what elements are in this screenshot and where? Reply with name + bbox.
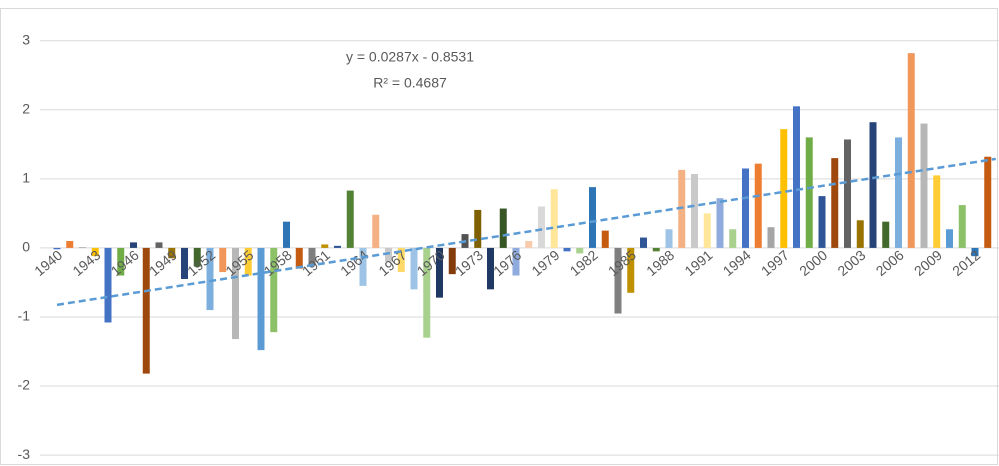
bar	[601, 230, 609, 248]
bar	[805, 137, 813, 248]
bar	[499, 208, 507, 248]
bar	[933, 175, 941, 248]
bar	[385, 247, 392, 262]
bar	[104, 247, 112, 323]
bar	[895, 137, 902, 248]
bar	[270, 247, 278, 333]
bar	[538, 206, 545, 248]
bar	[550, 189, 558, 248]
bar	[346, 190, 354, 248]
bar	[487, 247, 494, 290]
bar	[907, 53, 915, 248]
bar	[640, 237, 647, 248]
bar	[652, 247, 660, 252]
bar	[703, 213, 711, 248]
bar	[244, 247, 252, 276]
bar	[869, 122, 877, 248]
trend-line	[56, 157, 996, 307]
bar	[525, 241, 533, 248]
bar	[512, 247, 520, 276]
bar	[91, 247, 99, 257]
bar	[767, 227, 775, 248]
bar	[397, 247, 405, 273]
bar	[155, 242, 163, 248]
bar	[257, 247, 265, 351]
bar	[232, 247, 239, 340]
y-tick-label: -2	[18, 377, 31, 393]
y-tick-label: 3	[22, 31, 30, 47]
bar	[206, 247, 214, 311]
bar	[729, 229, 737, 248]
bar	[79, 247, 86, 248]
bar	[627, 247, 635, 293]
bar	[372, 214, 380, 248]
trend-r-squared: R² = 0.4687	[373, 75, 447, 91]
bar	[334, 245, 341, 248]
y-tick-label: 2	[22, 100, 30, 116]
y-tick-label: 0	[22, 239, 30, 255]
bar	[780, 129, 788, 248]
bar	[410, 247, 418, 290]
bar	[958, 205, 966, 248]
bar	[614, 247, 622, 314]
bar	[168, 247, 176, 259]
y-tick-label: 1	[22, 170, 30, 186]
y-tick-label: -1	[18, 308, 31, 324]
bar	[589, 187, 596, 248]
bar	[844, 139, 851, 248]
bar	[691, 174, 698, 248]
trend-equation: y = 0.0287x - 0.8531	[346, 49, 474, 65]
bar	[920, 123, 928, 248]
bar	[448, 247, 456, 275]
bar	[283, 221, 290, 248]
bar	[754, 163, 762, 248]
bar	[742, 168, 749, 248]
bar	[831, 158, 839, 248]
bar	[576, 247, 584, 254]
bar	[946, 229, 953, 248]
bar	[423, 247, 431, 338]
bar	[321, 244, 329, 248]
bar	[793, 106, 800, 248]
bar	[882, 221, 890, 248]
bar	[53, 247, 61, 250]
bar	[856, 220, 864, 248]
bar	[181, 247, 188, 279]
bar	[359, 247, 367, 286]
bar	[436, 247, 443, 298]
bar	[219, 247, 227, 273]
bar	[716, 198, 724, 248]
bar	[563, 247, 571, 252]
bar	[295, 247, 303, 269]
bar	[130, 242, 137, 248]
bar	[818, 196, 826, 248]
bar	[142, 247, 150, 374]
bar	[665, 229, 673, 248]
bar	[117, 247, 125, 276]
bar	[971, 247, 979, 257]
bar	[66, 241, 74, 248]
y-tick-label: -3	[18, 446, 31, 462]
bar	[474, 209, 482, 248]
bar	[308, 247, 316, 266]
bar	[984, 156, 992, 248]
bar	[193, 247, 201, 267]
